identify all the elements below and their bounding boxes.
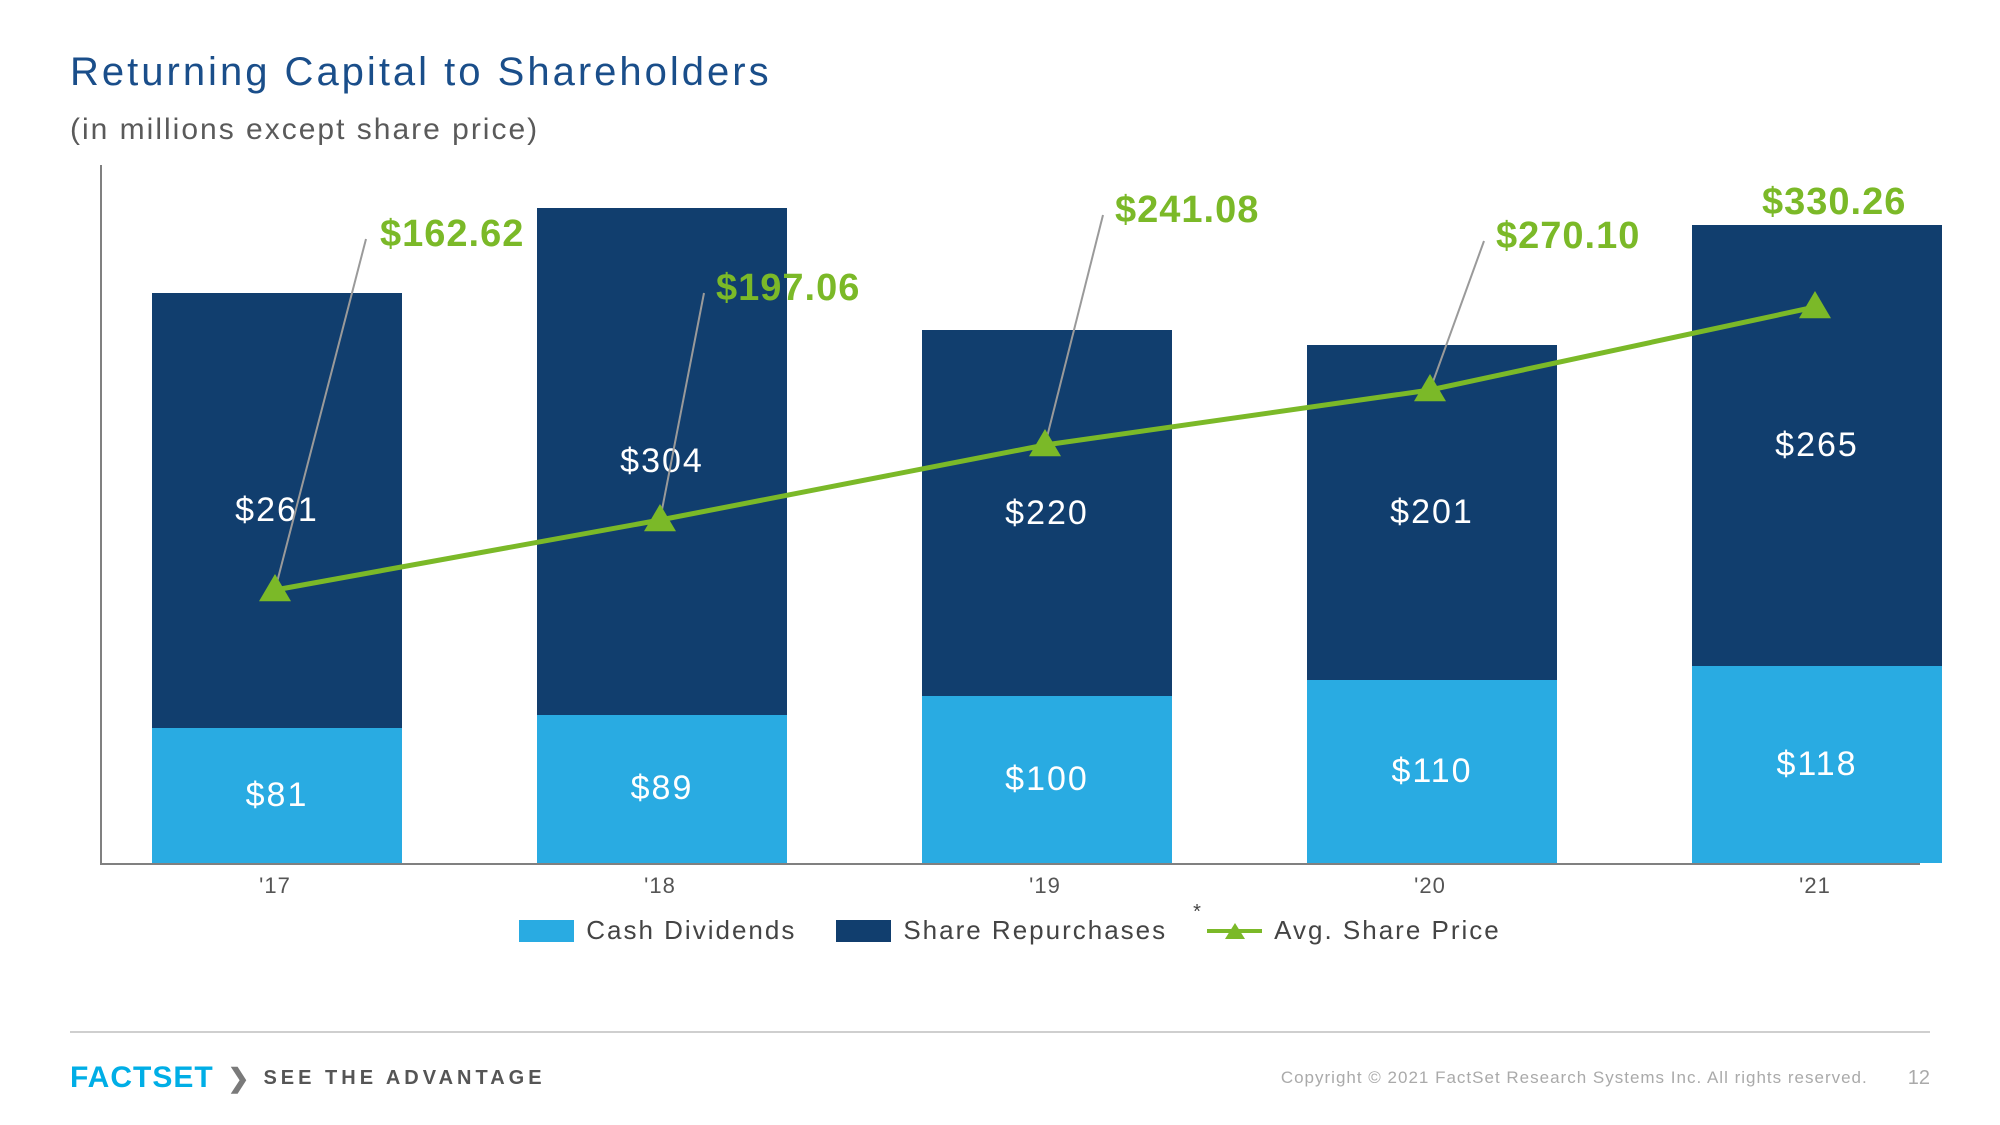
plot-area: $261$81$304$89$220$100$201$110$265$118 <box>100 165 1920 865</box>
footer-divider <box>70 1031 1930 1033</box>
legend-line-marker <box>1207 929 1262 933</box>
legend-swatch <box>519 920 574 942</box>
bar-segment-cash-dividends: $89 <box>537 715 787 863</box>
x-axis-label: '18 <box>644 873 676 899</box>
slide-subtitle: (in millions except share price) <box>70 113 1930 147</box>
bar-group: $265$118 <box>1692 225 1942 863</box>
x-axis-labels: '17 '18 '19 '20 '21 <box>100 873 1920 903</box>
x-axis-label: '21 <box>1799 873 1831 899</box>
x-axis-label: '20 <box>1414 873 1446 899</box>
footer: FACTSET ❯ SEE THE ADVANTAGE Copyright © … <box>0 1061 2000 1095</box>
copyright-text: Copyright © 2021 FactSet Research System… <box>1281 1068 1868 1088</box>
legend-item-avg-share-price: * Avg. Share Price <box>1207 915 1501 946</box>
legend-item-share-repurchases: Share Repurchases <box>836 915 1167 946</box>
line-value-label: $270.10 <box>1496 215 1640 258</box>
legend: Cash Dividends Share Repurchases * Avg. … <box>100 915 1920 946</box>
footer-tagline: SEE THE ADVANTAGE <box>263 1067 545 1090</box>
line-value-label: $162.62 <box>380 213 524 256</box>
bar-segment-share-repurchases: $220 <box>922 330 1172 697</box>
line-value-label: $330.26 <box>1762 181 1906 224</box>
bar-segment-cash-dividends: $100 <box>922 696 1172 863</box>
x-axis-label: '19 <box>1029 873 1061 899</box>
footer-logo-block: FACTSET ❯ SEE THE ADVANTAGE <box>70 1061 546 1095</box>
bar-group: $201$110 <box>1307 345 1557 863</box>
x-axis-label: '17 <box>259 873 291 899</box>
line-value-label: $197.06 <box>716 267 860 310</box>
footer-right: Copyright © 2021 FactSet Research System… <box>1281 1067 1930 1090</box>
legend-label: Share Repurchases <box>903 915 1167 946</box>
bar-group: $220$100 <box>922 330 1172 863</box>
bar-segment-cash-dividends: $81 <box>152 728 402 863</box>
bar-segment-share-repurchases: $201 <box>1307 345 1557 680</box>
slide-title: Returning Capital to Shareholders <box>70 50 1930 95</box>
legend-item-cash-dividends: Cash Dividends <box>519 915 796 946</box>
slide: Returning Capital to Shareholders (in mi… <box>0 0 2000 1125</box>
legend-label: Cash Dividends <box>586 915 796 946</box>
bar-segment-share-repurchases: $265 <box>1692 225 1942 667</box>
bar-group: $261$81 <box>152 293 402 863</box>
factset-logo: FACTSET <box>70 1061 214 1095</box>
legend-label: Avg. Share Price <box>1274 915 1501 946</box>
legend-asterisk: * <box>1193 901 1203 924</box>
page-number: 12 <box>1908 1067 1930 1090</box>
bar-segment-share-repurchases: $261 <box>152 293 402 728</box>
chart: $261$81$304$89$220$100$201$110$265$118 '… <box>100 165 1920 895</box>
chevron-icon: ❯ <box>228 1063 250 1094</box>
legend-swatch <box>836 920 891 942</box>
bar-segment-cash-dividends: $110 <box>1307 680 1557 863</box>
bar-segment-cash-dividends: $118 <box>1692 666 1942 863</box>
line-value-label: $241.08 <box>1115 189 1259 232</box>
